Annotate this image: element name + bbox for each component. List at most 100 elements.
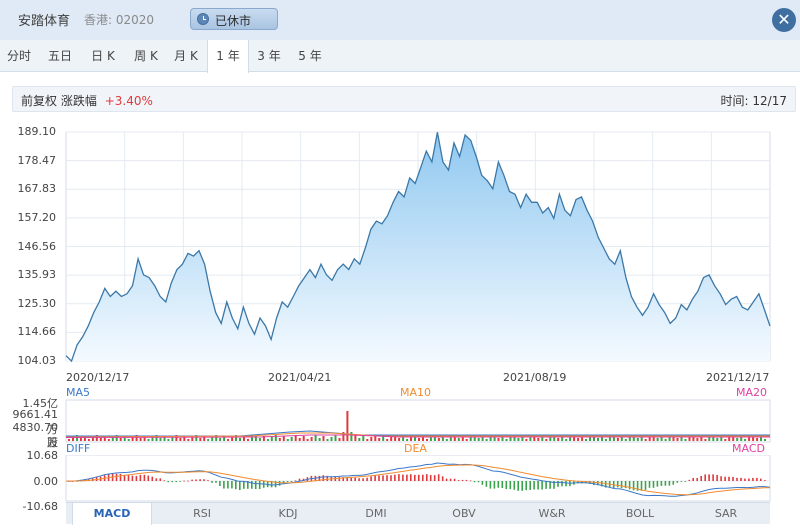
macd-bar xyxy=(274,481,277,488)
volume-bar xyxy=(410,437,412,441)
volume-bar xyxy=(175,435,178,441)
macd-bar xyxy=(223,481,225,489)
volume-bar xyxy=(223,436,226,441)
volume-bar xyxy=(636,438,639,441)
macd-bar xyxy=(342,477,344,481)
price-line xyxy=(65,132,771,363)
macd-bar xyxy=(139,474,142,481)
volume-bar xyxy=(131,437,134,441)
volume-bar xyxy=(720,436,723,441)
macd-bar xyxy=(282,481,285,484)
volume-bar xyxy=(219,438,222,441)
dea-label: DEA xyxy=(404,442,427,455)
macd-bar xyxy=(366,477,368,481)
volume-bar xyxy=(286,439,289,441)
volume-bar xyxy=(270,437,273,441)
volume-bar xyxy=(215,435,218,441)
macd-bar xyxy=(712,474,714,481)
macd-bar xyxy=(477,481,480,483)
indicator-tab-sar[interactable]: SAR xyxy=(714,507,738,520)
volume-bar xyxy=(247,439,249,441)
volume-bar xyxy=(426,439,428,441)
volume-bar xyxy=(342,432,345,441)
tab-one-year[interactable]: 1 年 xyxy=(207,40,249,73)
volume-bar xyxy=(453,435,456,441)
macd-bar xyxy=(537,481,539,490)
macd-bar xyxy=(445,478,448,481)
macd-bar xyxy=(243,481,245,489)
adjust-mode[interactable]: 前复权 xyxy=(21,94,58,108)
volume-bar xyxy=(330,437,333,441)
volume-bar xyxy=(72,437,74,441)
macd-bar xyxy=(461,479,464,481)
stock-name: 安踏体育 xyxy=(18,14,71,29)
volume-bar xyxy=(358,438,361,441)
macd-bar xyxy=(414,474,416,481)
volume-bar xyxy=(199,438,202,441)
tab-monthly-k[interactable]: 月 K xyxy=(174,49,198,63)
tab-three-year[interactable]: 3 年 xyxy=(257,49,281,63)
volume-y-tick: 股 xyxy=(47,436,58,449)
volume-bar xyxy=(744,439,747,441)
volume-bar xyxy=(577,438,580,441)
volume-bar xyxy=(115,435,118,441)
volume-bar xyxy=(294,435,297,441)
volume-bar xyxy=(390,437,393,441)
indicator-tab-obv[interactable]: OBV xyxy=(452,507,476,520)
volume-bar xyxy=(616,438,619,441)
volume-bar xyxy=(227,439,230,441)
macd-bar xyxy=(760,478,762,481)
macd-bar xyxy=(382,475,384,481)
macd-bar xyxy=(135,475,138,481)
volume-bar xyxy=(147,439,150,441)
indicator-tab-kdj[interactable]: KDJ xyxy=(278,507,298,520)
macd-bar xyxy=(231,481,233,489)
macd-bar xyxy=(235,481,237,490)
macd-bar xyxy=(286,481,289,483)
price-y-tick: 189.10 xyxy=(17,125,57,138)
volume-bar xyxy=(620,436,623,441)
tab-five-year[interactable]: 5 年 xyxy=(298,49,322,63)
tab-daily-k[interactable]: 日 K xyxy=(91,49,115,63)
volume-y-tick: 1.45亿 xyxy=(22,397,59,410)
volume-bar xyxy=(167,439,170,441)
macd-bar xyxy=(736,477,738,481)
macd-bar xyxy=(338,477,341,481)
indicator-tab-boll[interactable]: BOLL xyxy=(625,507,655,520)
macd-bar xyxy=(183,480,185,482)
macd-bar xyxy=(406,474,408,481)
volume-bar xyxy=(362,436,365,441)
macd-bar xyxy=(167,481,169,483)
volume-bar xyxy=(473,435,476,441)
volume-bar xyxy=(736,438,739,441)
macd-bar xyxy=(426,474,428,481)
close-button[interactable]: ✕ xyxy=(772,8,796,32)
volume-bar xyxy=(732,435,735,441)
macd-bar xyxy=(127,474,130,481)
x-tick-label: 2020/12/17 xyxy=(66,371,130,384)
macd-bar xyxy=(644,481,647,490)
macd-bar xyxy=(485,481,488,487)
volume-bar xyxy=(91,437,94,441)
volume-bar xyxy=(211,437,214,441)
indicator-tab-dmi[interactable]: DMI xyxy=(365,507,387,520)
volume-bar xyxy=(513,435,516,441)
tab-intraday[interactable]: 分时 xyxy=(6,49,31,63)
volume-bar xyxy=(290,437,293,441)
price-chart[interactable] xyxy=(0,120,800,385)
indicator-tab-rsi[interactable]: RSI xyxy=(193,507,211,520)
macd-bar xyxy=(187,480,189,482)
market-status-button[interactable]: 已休市 xyxy=(190,8,278,30)
x-tick-label: 2021/04/21 xyxy=(268,371,332,384)
volume-bar xyxy=(338,438,341,441)
volume-bar xyxy=(406,439,409,441)
indicator-tab-wr[interactable]: W&R xyxy=(538,507,566,520)
price-y-tick: 167.83 xyxy=(17,182,57,196)
volume-bar xyxy=(644,439,647,441)
tab-weekly-k[interactable]: 周 K xyxy=(134,49,158,63)
volume-bar xyxy=(648,437,651,441)
volume-y-tick: 9661.41万 xyxy=(12,408,59,436)
indicator-tab-macd[interactable]: MACD xyxy=(72,503,152,525)
tab-five-day[interactable]: 五日 xyxy=(47,49,72,63)
volume-bar xyxy=(569,437,572,441)
